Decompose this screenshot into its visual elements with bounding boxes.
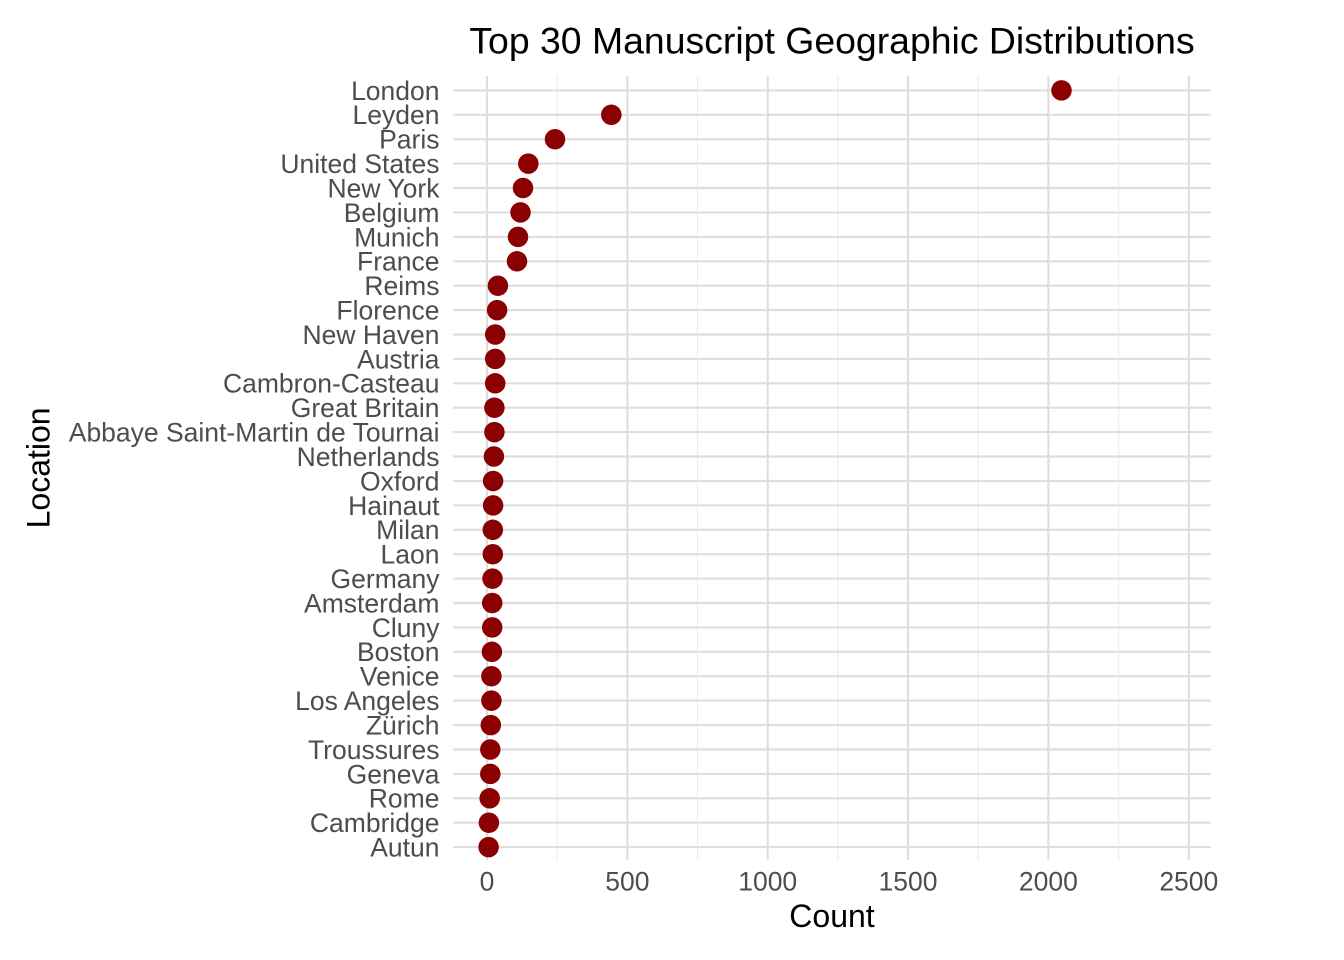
svg-text:New Haven: New Haven xyxy=(303,320,440,350)
svg-text:Florence: Florence xyxy=(336,296,439,326)
svg-text:Abbaye Saint-Martin de Tournai: Abbaye Saint-Martin de Tournai xyxy=(69,418,440,448)
svg-text:Count: Count xyxy=(789,898,875,934)
svg-text:Los Angeles: Los Angeles xyxy=(295,686,439,716)
svg-text:Zürich: Zürich xyxy=(366,711,440,741)
svg-text:Oxford: Oxford xyxy=(360,466,440,496)
svg-text:Location: Location xyxy=(21,407,57,528)
svg-text:Munich: Munich xyxy=(354,222,439,252)
svg-text:2500: 2500 xyxy=(1159,867,1218,897)
svg-text:0: 0 xyxy=(480,867,495,897)
svg-text:Reims: Reims xyxy=(364,271,439,301)
svg-text:Germany: Germany xyxy=(331,564,441,594)
svg-text:Laon: Laon xyxy=(381,540,440,570)
svg-text:France: France xyxy=(357,247,439,277)
svg-text:Autun: Autun xyxy=(370,833,439,863)
svg-text:Troussures: Troussures xyxy=(308,735,440,765)
svg-text:Geneva: Geneva xyxy=(347,759,440,789)
svg-text:Rome: Rome xyxy=(369,784,440,814)
svg-text:London: London xyxy=(351,76,439,106)
svg-text:Paris: Paris xyxy=(379,125,439,155)
svg-text:Netherlands: Netherlands xyxy=(297,442,440,472)
svg-text:Amsterdam: Amsterdam xyxy=(304,588,439,618)
svg-text:Cambridge: Cambridge xyxy=(310,808,440,838)
svg-text:1000: 1000 xyxy=(738,867,797,897)
svg-text:Leyden: Leyden xyxy=(353,100,440,130)
svg-text:Top 30 Manuscript Geographic D: Top 30 Manuscript Geographic Distributio… xyxy=(469,20,1194,62)
svg-text:Belgium: Belgium xyxy=(344,198,440,228)
svg-text:1500: 1500 xyxy=(879,867,938,897)
svg-text:Austria: Austria xyxy=(357,344,440,374)
svg-text:Milan: Milan xyxy=(376,515,439,545)
svg-text:New York: New York xyxy=(328,173,441,203)
svg-text:500: 500 xyxy=(605,867,649,897)
svg-text:Venice: Venice xyxy=(360,662,440,692)
svg-text:Cambron-Casteau: Cambron-Casteau xyxy=(223,369,440,399)
svg-text:Hainaut: Hainaut xyxy=(348,491,440,521)
svg-text:Great Britain: Great Britain xyxy=(291,393,440,423)
svg-text:Cluny: Cluny xyxy=(372,613,441,643)
svg-text:2000: 2000 xyxy=(1019,867,1078,897)
svg-text:United States: United States xyxy=(280,149,439,179)
svg-text:Boston: Boston xyxy=(357,637,440,667)
